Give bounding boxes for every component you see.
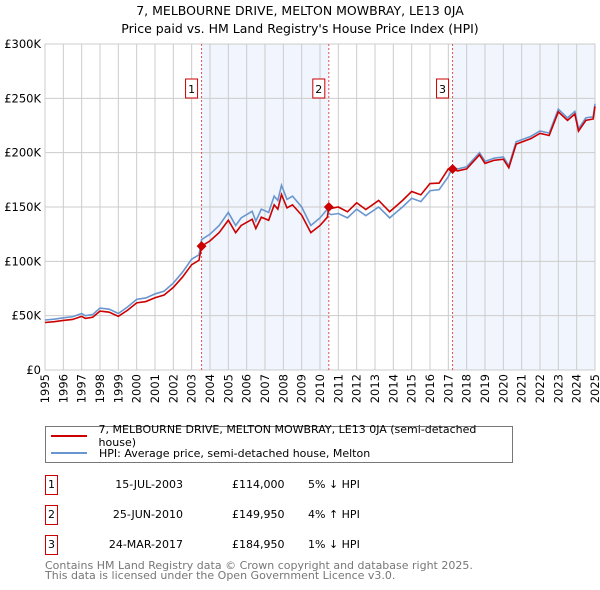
- x-tick-label: 2012: [350, 374, 364, 403]
- x-tick-label: 2004: [203, 374, 217, 403]
- x-tick-label: 2021: [515, 374, 529, 403]
- legend-label: HPI: Average price, semi-detached house,…: [99, 446, 371, 460]
- sale-hpi-diff: 5% ↓ HPI: [308, 478, 360, 491]
- footer-copyright: Contains HM Land Registry data © Crown c…: [45, 559, 473, 572]
- sale-point: [447, 164, 458, 175]
- legend-line-red: [51, 435, 87, 437]
- x-tick-label: 2006: [240, 374, 254, 403]
- y-tick-label: £250K: [4, 91, 41, 105]
- x-tick-label: 2013: [368, 374, 382, 403]
- sale-row: 3 24-MAR-2017 £184,950 1% ↓ HPI: [45, 535, 445, 555]
- sale-label-box: [185, 78, 199, 99]
- x-tick-label: 1997: [75, 374, 89, 403]
- chart-subtitle: Price paid vs. HM Land Registry's House …: [121, 21, 479, 36]
- x-tick-label: 2015: [405, 374, 419, 403]
- sale-label-box: [436, 78, 450, 99]
- y-tick-label: £0: [26, 363, 41, 377]
- legend-label: 7, MELBOURNE DRIVE, MELTON MOWBRAY, LE13…: [98, 423, 477, 449]
- sale-row: 2 25-JUN-2010 £149,950 4% ↑ HPI: [45, 505, 445, 525]
- sale-label: 1: [188, 83, 195, 96]
- sale-date: 15-JUL-2003: [115, 478, 183, 491]
- sale-date: 24-MAR-2017: [108, 538, 183, 551]
- sale-hpi-diff: 4% ↑ HPI: [308, 508, 360, 521]
- x-tick-label: 2000: [130, 374, 144, 403]
- sale-price: £184,950: [232, 538, 285, 551]
- sale-label-box: [312, 78, 326, 99]
- hpi-line: [44, 103, 596, 321]
- sale-date: 25-JUN-2010: [112, 508, 183, 521]
- y-tick-label: £50K: [12, 309, 42, 323]
- legend-line-blue: [51, 452, 87, 454]
- y-tick-label: £300K: [4, 37, 41, 51]
- sale-marker-badge: 2: [45, 505, 58, 525]
- sale-point: [323, 202, 334, 213]
- property-price-line: [44, 106, 596, 324]
- x-tick-label: 2009: [295, 374, 309, 403]
- x-tick-label: 2008: [276, 374, 290, 403]
- y-tick-label: £150K: [4, 200, 41, 214]
- x-tick-label: 1999: [111, 374, 125, 403]
- legend-item-hpi: HPI: Average price, semi-detached house,…: [46, 445, 370, 461]
- legend: 7, MELBOURNE DRIVE, MELTON MOWBRAY, LE13…: [45, 423, 513, 463]
- footer-licence: This data is licensed under the Open Gov…: [45, 569, 396, 582]
- y-tick-label: £200K: [4, 146, 41, 160]
- x-tick-label: 2022: [533, 374, 547, 403]
- x-tick-label: 2024: [570, 374, 584, 403]
- x-tick-label: 2018: [460, 374, 474, 403]
- legend-item-property: 7, MELBOURNE DRIVE, MELTON MOWBRAY, LE13…: [46, 423, 512, 449]
- sale-price: £149,950: [232, 508, 285, 521]
- x-tick-label: 2003: [185, 374, 199, 403]
- sale-marker-badge: 3: [45, 535, 58, 555]
- x-tick-label: 2017: [441, 374, 455, 403]
- x-tick-label: 2011: [331, 374, 345, 403]
- chart-title: 7, MELBOURNE DRIVE, MELTON MOWBRAY, LE13…: [136, 3, 464, 18]
- x-tick-label: 2014: [386, 374, 400, 403]
- x-tick-label: 2005: [221, 374, 235, 403]
- price-chart: 1995 1996 1997 1998 1999 2000 2001 2002 2003 2004…: [4, 37, 600, 403]
- y-tick-label: £100K: [4, 254, 41, 268]
- sale-label: 3: [439, 83, 446, 96]
- x-tick-label: 2002: [166, 374, 180, 403]
- x-tick-label: 2001: [148, 374, 162, 403]
- x-tick-label: 1995: [38, 374, 52, 403]
- footer: Contains HM Land Registry data © Crown c…: [45, 559, 473, 582]
- x-tick-label: 2020: [496, 374, 510, 403]
- x-tick-label: 2016: [423, 374, 437, 403]
- x-tick-label: 2025: [588, 374, 600, 403]
- x-tick-label: 1996: [56, 374, 70, 403]
- sale-row: 1 15-JUL-2003 £114,000 5% ↓ HPI: [45, 475, 445, 495]
- x-tick-label: 2007: [258, 374, 272, 403]
- sale-marker-badge: 1: [45, 475, 58, 495]
- sale-point: [196, 241, 207, 252]
- x-tick-label: 2023: [551, 374, 565, 403]
- x-tick-label: 2010: [313, 374, 327, 403]
- sale-label: 2: [315, 83, 322, 96]
- plot-border: [44, 43, 596, 371]
- sale-price: £114,000: [232, 478, 285, 491]
- x-tick-label: 1998: [93, 374, 107, 403]
- x-tick-label: 2019: [478, 374, 492, 403]
- sale-hpi-diff: 1% ↓ HPI: [308, 538, 360, 551]
